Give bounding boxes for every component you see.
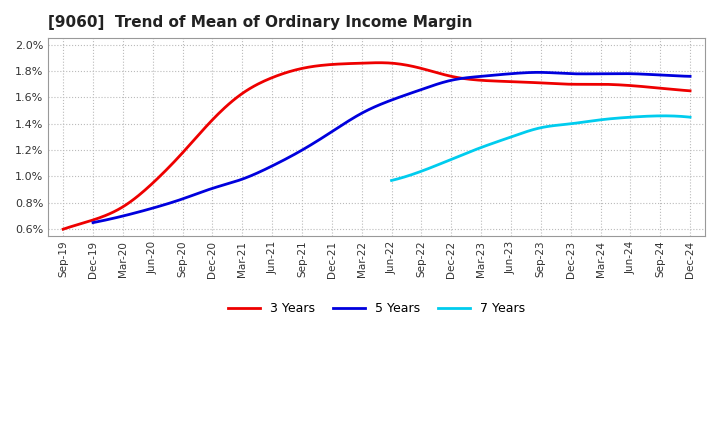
3 Years [589,81,598,87]
3 Years [629,83,638,88]
3 Years [61,226,70,231]
7 Years [570,121,579,126]
5 Years [534,70,543,75]
7 Years [658,113,667,118]
3 Years [375,60,384,66]
7 Years [685,114,694,120]
Text: [9060]  Trend of Mean of Ordinary Income Margin: [9060] Trend of Mean of Ordinary Income … [48,15,473,30]
3 Years [685,88,694,93]
7 Years [387,178,396,183]
Line: 7 Years: 7 Years [392,116,690,180]
5 Years [594,71,603,77]
Legend: 3 Years, 5 Years, 7 Years: 3 Years, 5 Years, 7 Years [223,297,530,320]
5 Years [442,79,451,84]
5 Years [89,220,97,225]
3 Years [432,70,441,75]
7 Years [639,114,647,119]
5 Years [632,71,641,77]
5 Years [444,78,453,84]
7 Years [565,121,574,127]
3 Years [434,70,443,76]
3 Years [59,227,68,232]
3 Years [445,73,454,78]
7 Years [564,121,572,127]
5 Years [454,76,463,81]
7 Years [660,113,668,118]
5 Years [91,220,99,225]
7 Years [388,178,397,183]
Line: 3 Years: 3 Years [63,63,690,229]
5 Years [685,73,694,79]
Line: 5 Years: 5 Years [93,72,690,223]
